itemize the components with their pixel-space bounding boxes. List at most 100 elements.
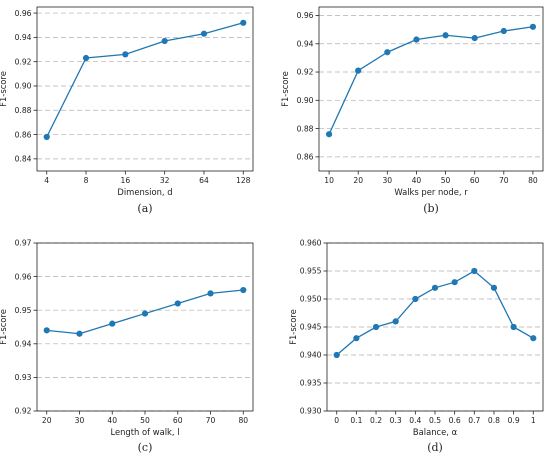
y-tick-label: 0.90 (15, 82, 32, 91)
x-tick-label: 50 (140, 416, 150, 425)
panel-caption: (c) (138, 441, 153, 454)
data-point (412, 295, 419, 303)
x-axis-label: Length of walk, l (110, 427, 179, 437)
x-tick-label: 8 (84, 176, 89, 185)
x-tick-label: 0.3 (390, 416, 402, 425)
x-tick-label: 0 (334, 416, 339, 425)
data-point (529, 23, 537, 30)
x-tick-label: 16 (121, 176, 131, 185)
chart-panel-4: 0.930 0.935 0.940 0.945 0.950 0.955 0.960 0 0.1 0… (288, 239, 544, 454)
data-point (372, 323, 380, 331)
x-axis-label: Dimension, d (117, 187, 172, 197)
y-tick-label: 0.945 (300, 323, 322, 332)
y-tick-label: 0.92 (297, 68, 314, 77)
data-point (109, 320, 116, 327)
panel-caption: (a) (137, 202, 152, 215)
x-tick-label: 70 (499, 176, 509, 185)
y-tick-label: 0.88 (15, 106, 32, 115)
y-tick-label: 0.935 (300, 379, 322, 388)
data-point (240, 19, 247, 26)
x-tick-label: 4 (44, 176, 49, 185)
chart-panel-1: 0.84 0.86 0.88 0.90 0.92 0.94 0.96 4 8 16 32 64 128 D… (0, 6, 254, 215)
x-tick-label: 80 (528, 176, 538, 185)
data-point (207, 290, 214, 297)
x-tick-label: 20 (42, 416, 52, 425)
x-tick-label: 0.1 (350, 416, 362, 425)
panel-caption: (b) (423, 202, 439, 215)
y-axis-label: F1-score (288, 309, 298, 345)
panel-caption: (d) (427, 441, 443, 454)
series-line (46, 22, 244, 138)
y-tick-label: 0.88 (297, 124, 314, 133)
data-point (141, 310, 149, 317)
data-point (530, 335, 537, 342)
x-tick-label: 30 (382, 176, 392, 185)
x-tick-label: 80 (238, 416, 248, 425)
x-tick-label: 40 (412, 176, 422, 185)
y-axis-label: F1-score (0, 309, 8, 345)
x-tick-label: 20 (353, 176, 363, 185)
data-point (161, 37, 168, 45)
y-tick-label: 0.86 (297, 153, 314, 162)
y-tick-label: 0.96 (15, 9, 32, 18)
y-axis-label: F1-score (0, 71, 8, 107)
y-tick-label: 0.90 (297, 96, 314, 105)
data-point (490, 284, 498, 291)
y-axis-label: F1-score (280, 71, 290, 107)
data-point (200, 30, 208, 37)
y-tick-label: 0.955 (300, 267, 322, 276)
x-axis-label: Walks per node, r (394, 187, 468, 197)
x-tick-label: 40 (107, 416, 117, 425)
data-point (333, 351, 340, 359)
x-tick-label: 70 (206, 416, 216, 425)
data-point (174, 300, 181, 307)
data-point (325, 131, 333, 138)
series-line (328, 26, 534, 135)
data-point (240, 286, 247, 294)
y-tick-label: 0.94 (15, 33, 32, 42)
y-tick-label: 0.86 (15, 130, 32, 139)
data-point (442, 32, 449, 39)
plot-frame (36, 242, 254, 412)
plot-frame (326, 242, 544, 412)
x-tick-label: 0.5 (429, 416, 441, 425)
x-tick-label: 0.6 (449, 416, 461, 425)
data-point (82, 54, 90, 62)
y-tick-label: 0.960 (300, 239, 322, 248)
y-tick-label: 0.950 (300, 295, 322, 304)
data-point (471, 35, 478, 42)
x-tick-label: 128 (236, 176, 251, 185)
data-point (355, 67, 362, 74)
y-tick-label: 0.92 (15, 57, 32, 66)
series-line (336, 270, 534, 356)
data-point (76, 330, 83, 337)
data-point (413, 36, 420, 43)
x-tick-label: 60 (173, 416, 183, 425)
x-tick-label: 0.4 (409, 416, 421, 425)
y-tick-label: 0.94 (297, 39, 314, 48)
x-tick-label: 1 (531, 416, 536, 425)
x-tick-label: 30 (75, 416, 85, 425)
data-point (510, 323, 517, 331)
x-tick-label: 64 (199, 176, 209, 185)
y-tick-label: 0.96 (297, 11, 314, 20)
plot-frame (36, 6, 254, 172)
y-tick-label: 0.97 (15, 239, 32, 248)
chart-panel-2: 0.86 0.88 0.90 0.92 0.94 0.96 10 20 30 40 50 60 70 80… (280, 6, 544, 215)
y-tick-label: 0.930 (300, 407, 322, 416)
x-tick-label: 60 (470, 176, 480, 185)
x-tick-label: 50 (441, 176, 451, 185)
x-tick-label: 32 (160, 176, 170, 185)
data-point (392, 318, 399, 325)
x-tick-label: 0.2 (370, 416, 382, 425)
y-tick-label: 0.96 (15, 272, 32, 281)
y-tick-label: 0.95 (15, 306, 32, 315)
data-point (471, 267, 478, 275)
y-tick-label: 0.94 (15, 340, 32, 349)
y-tick-label: 0.940 (300, 351, 322, 360)
y-tick-label: 0.92 (15, 407, 32, 416)
x-tick-label: 0.9 (508, 416, 520, 425)
x-tick-label: 10 (324, 176, 334, 185)
x-tick-label: 0.8 (488, 416, 500, 425)
